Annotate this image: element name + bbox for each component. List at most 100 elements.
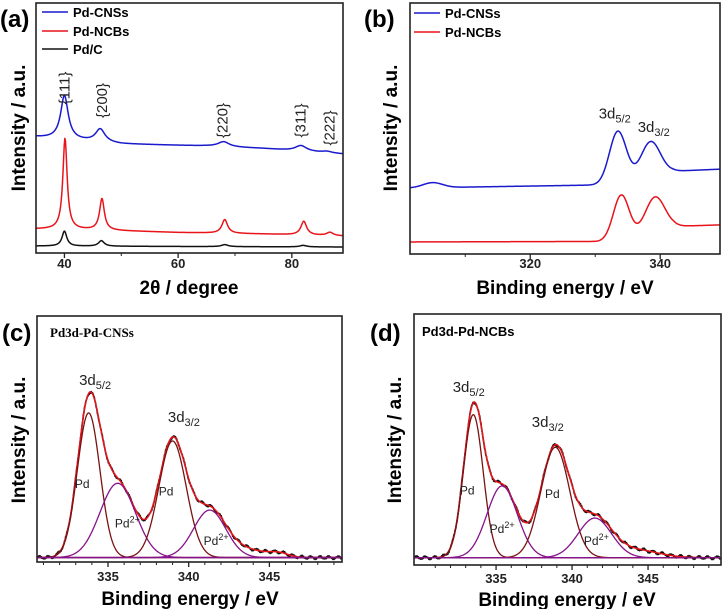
annotation-subscript: 3/2 [185, 417, 200, 429]
annotation-label: 3d3/2 [638, 119, 670, 139]
annotation-text: 3d [638, 119, 655, 136]
series-line-fit-envelope [36, 391, 343, 559]
annotation-text: 3d [599, 105, 616, 122]
x-tick-label: 335 [485, 571, 507, 586]
annotation-subscript: 5/2 [96, 380, 111, 392]
annotation-text: 3d [532, 414, 549, 431]
x-axis-title-c: Binding energy / eV [101, 589, 279, 609]
annotation-text: Pd [115, 517, 130, 531]
annotation-label: {111} [56, 72, 73, 105]
x-axis-title-d: Binding energy / eV [478, 590, 656, 609]
annotation-text: Pd [460, 484, 475, 498]
annotation-subscript: 5/2 [615, 113, 630, 125]
annotation-subscript: 3/2 [548, 422, 563, 434]
annotation-text: 3d [79, 372, 96, 389]
annotation-label: 3d3/2 [532, 414, 564, 434]
annotation-label: {220} [214, 103, 231, 138]
annotation-label: Pd2+ [584, 532, 609, 548]
annotation-label: {311} [292, 104, 309, 138]
annotation-text: 3d [168, 409, 185, 426]
annotation-label: {200} [94, 83, 111, 118]
annotation-label: 3d5/2 [599, 105, 631, 125]
x-tick-label: 340 [178, 569, 200, 584]
annotation-text: Pd [159, 485, 174, 499]
annotation-superscript: 2+ [218, 532, 228, 542]
annotation-label: {222} [321, 110, 338, 145]
panel-label-c: (c) [2, 320, 31, 347]
inset-title-d: Pd3d-Pd-NCBs [422, 324, 514, 339]
x-tick-label: 345 [637, 571, 659, 586]
legend-label: Pd-NCBs [445, 25, 501, 40]
plot-frame [35, 2, 344, 254]
plot-layer: 40 60 80{111} {200}{220} {311} {222}320 3403d5… [35, 2, 722, 586]
x-tick-label: 340 [649, 256, 671, 271]
legend-b: Pd-CNSs Pd-NCBs [414, 6, 501, 40]
annotation-superscript: 2+ [599, 532, 609, 542]
series-line-pd-c [35, 230, 344, 248]
x-tick-label: 340 [561, 571, 583, 586]
annotation-text: 3d [453, 379, 470, 396]
x-axis-title-b: Binding energy / eV [476, 278, 654, 299]
plot-frame [36, 315, 343, 563]
legend-label: Pd-CNSs [445, 6, 501, 21]
y-axis-title-b: Intensity / a.u. [381, 65, 402, 192]
series-line-pd2-3d3-2 [36, 509, 343, 559]
legend-label: Pd-CNSs [73, 5, 129, 20]
annotation-text: Pd [204, 534, 219, 548]
series-line-pd2-3d3-2 [413, 517, 722, 559]
series-line-pd2-3d5-2 [36, 482, 343, 559]
panel-label-a: (a) [0, 6, 29, 33]
x-tick-label: 345 [259, 569, 281, 584]
annotation-label: Pd [545, 487, 560, 501]
annotation-label: 3d5/2 [453, 379, 485, 399]
series-line-pd-cnss [35, 94, 344, 155]
annotation-text: {222} [321, 110, 338, 145]
legend-label: Pd/C [73, 42, 103, 57]
x-tick-label: 335 [97, 569, 119, 584]
legend-a: Pd-CNSs Pd-NCBs Pd/C [42, 5, 129, 57]
y-axis-title-d: Intensity / a.u. [385, 377, 406, 504]
annotation-text: Pd [75, 477, 90, 491]
annotation-label: 3d3/2 [168, 409, 200, 429]
annotation-label: Pd [460, 484, 475, 498]
annotation-superscript: 2+ [130, 515, 140, 525]
annotation-label: Pd2+ [204, 532, 229, 548]
annotation-label: 3d5/2 [79, 372, 111, 392]
x-tick-label: 40 [57, 256, 71, 271]
x-axis-title-a: 2θ / degree [140, 278, 239, 299]
annotation-superscript: 2+ [504, 520, 514, 530]
series-line-pd-ncbs [409, 194, 721, 243]
annotation-text: Pd [584, 534, 599, 548]
annotation-text: {220} [214, 103, 231, 138]
plot-frame [409, 2, 721, 255]
series-line-pd-ncbs [35, 137, 344, 237]
annotation-label: Pd2+ [490, 520, 515, 536]
x-tick-label: 60 [171, 256, 185, 271]
panel-label-d: (d) [370, 320, 401, 347]
annotation-text: Pd [490, 522, 505, 536]
y-axis-title-a: Intensity / a.u. [9, 65, 30, 192]
panel-a: 40 60 80 {111} {200} {220} {311} {222} [35, 2, 344, 271]
x-tick-label: 80 [285, 256, 299, 271]
plot-frame [413, 313, 722, 566]
series-line-pd-cnss [409, 130, 721, 189]
y-axis-title-c: Intensity / a.u. [9, 377, 30, 504]
annotation-subscript: 5/2 [469, 387, 484, 399]
annotation-text: {111} [56, 72, 73, 105]
legend-label: Pd-NCBs [73, 24, 129, 39]
annotation-text: Pd [545, 487, 560, 501]
annotation-text: {311} [292, 104, 309, 138]
series-line-pd-3d3-2 [36, 440, 343, 559]
panel-label-b: (b) [364, 6, 395, 33]
annotation-text: {200} [94, 83, 111, 118]
x-tick-label: 320 [519, 256, 541, 271]
annotation-subscript: 3/2 [654, 127, 669, 139]
annotation-label: Pd2+ [115, 515, 140, 531]
annotation-label: Pd [159, 485, 174, 499]
inset-title-c: Pd3d-Pd-CNSs [50, 325, 134, 340]
